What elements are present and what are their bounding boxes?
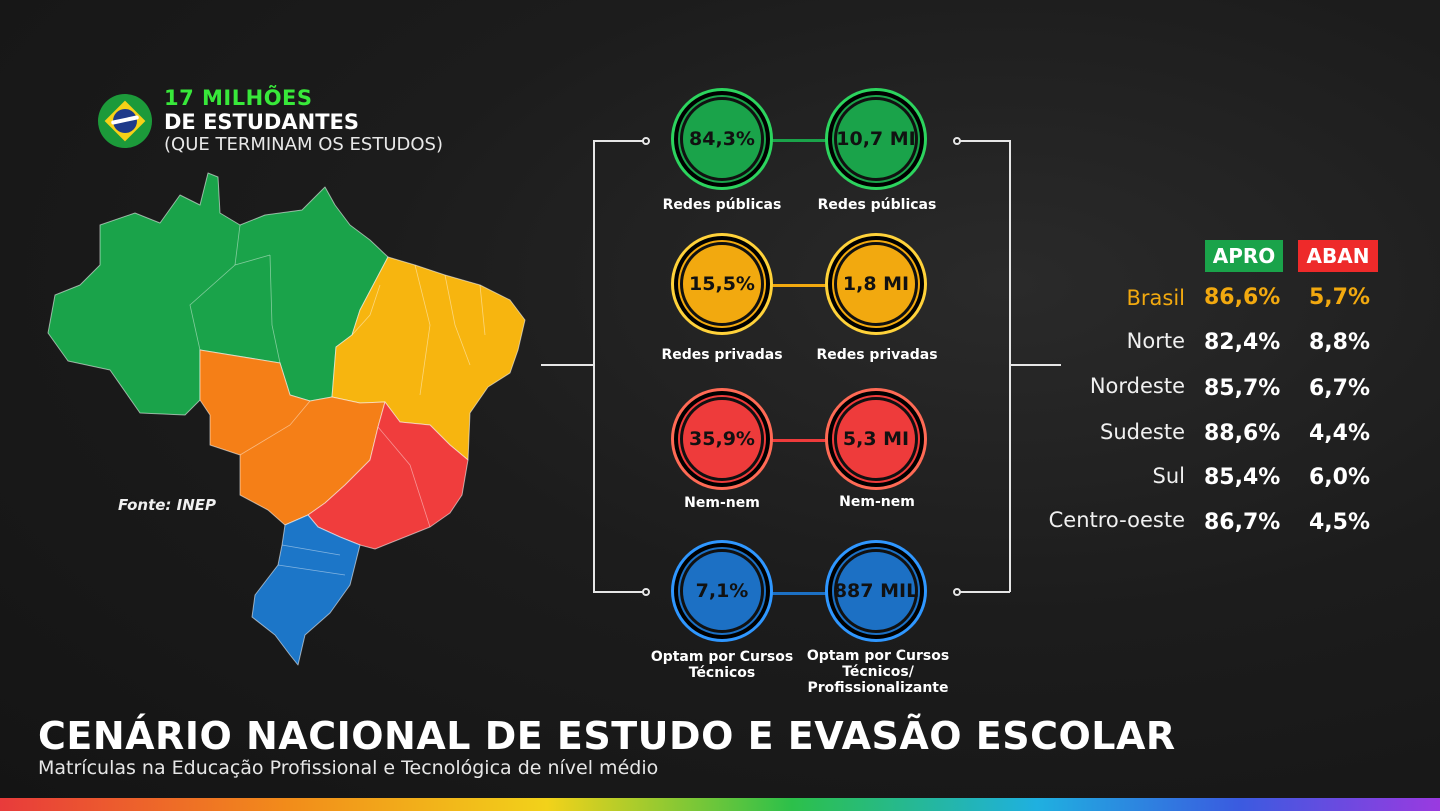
region-aban-value: 6,7%	[1309, 376, 1371, 401]
bracket-dot	[642, 137, 650, 145]
left-bracket-bottom	[593, 591, 643, 593]
percent-circle: 7,1%	[674, 543, 770, 639]
region-aban-value: 5,7%	[1309, 285, 1371, 310]
region-apro-value: 85,7%	[1204, 376, 1281, 401]
right-bracket-top	[960, 140, 1010, 142]
table-connector-line	[1009, 364, 1061, 366]
region-apro-value: 82,4%	[1204, 330, 1281, 355]
category-label: Redes públicas	[817, 197, 937, 213]
bracket-dot	[953, 588, 961, 596]
region-aban-value: 4,5%	[1309, 510, 1371, 535]
count-circle: 887 MIL	[828, 543, 924, 639]
region-aban-value: 8,8%	[1309, 330, 1371, 355]
category-label: Redes públicas	[662, 197, 782, 213]
count-circle: 5,3 MI	[828, 391, 924, 487]
aban-header-badge: ABAN	[1298, 240, 1378, 272]
category-connector	[768, 284, 830, 287]
right-bracket-line	[1009, 140, 1011, 592]
headline-count: 17 MILHÕES	[164, 86, 313, 110]
region-apro-value: 86,6%	[1204, 285, 1281, 310]
category-connector	[768, 592, 830, 595]
rainbow-bar	[0, 798, 1440, 811]
category-label: Optam por Cursos Técnicos/ Profissionali…	[806, 648, 950, 696]
count-circle: 10,7 MI	[828, 91, 924, 187]
region-name-sudeste: Sudeste	[1100, 420, 1185, 444]
apro-header-badge: APRO	[1205, 240, 1283, 272]
region-apro-value: 85,4%	[1204, 465, 1281, 490]
region-aban-value: 6,0%	[1309, 465, 1371, 490]
page-subtitle: Matrículas na Educação Profissional e Te…	[38, 757, 659, 779]
bracket-dot	[953, 137, 961, 145]
category-label: Redes privadas	[816, 347, 938, 363]
percent-circle: 84,3%	[674, 91, 770, 187]
category-label: Redes privadas	[661, 347, 783, 363]
headline-subject: DE ESTUDANTES	[164, 110, 359, 134]
headline-note: (QUE TERMINAM OS ESTUDOS)	[164, 134, 443, 155]
map-connector-line	[541, 364, 593, 366]
region-name-brasil: Brasil	[1126, 286, 1185, 310]
percent-circle: 15,5%	[674, 236, 770, 332]
region-name-nordeste: Nordeste	[1089, 374, 1185, 398]
region-apro-value: 88,6%	[1204, 421, 1281, 446]
source-note: Fonte: INEP	[118, 496, 217, 514]
right-bracket-bottom	[960, 591, 1010, 593]
brazil-flag-icon	[98, 94, 152, 148]
map-region-sudeste	[307, 401, 469, 550]
region-apro-value: 86,7%	[1204, 510, 1281, 535]
left-bracket-top	[593, 140, 643, 142]
bracket-dot	[642, 588, 650, 596]
category-connector	[768, 139, 830, 142]
map-region-sul	[251, 514, 361, 666]
category-label: Nem-nem	[839, 494, 915, 510]
category-connector	[768, 439, 830, 442]
category-label: Nem-nem	[684, 495, 760, 511]
region-name-sul: Sul	[1152, 464, 1185, 488]
brazil-regions-map	[47, 172, 526, 666]
region-name-centro-oeste: Centro-oeste	[1048, 508, 1185, 532]
percent-circle: 35,9%	[674, 391, 770, 487]
left-bracket-line	[593, 140, 595, 592]
region-name-norte: Norte	[1126, 329, 1185, 353]
category-label: Optam por Cursos Técnicos	[650, 649, 794, 681]
page-title: CENÁRIO NACIONAL DE ESTUDO E EVASÃO ESCO…	[38, 714, 1176, 758]
count-circle: 1,8 MI	[828, 236, 924, 332]
region-aban-value: 4,4%	[1309, 421, 1371, 446]
